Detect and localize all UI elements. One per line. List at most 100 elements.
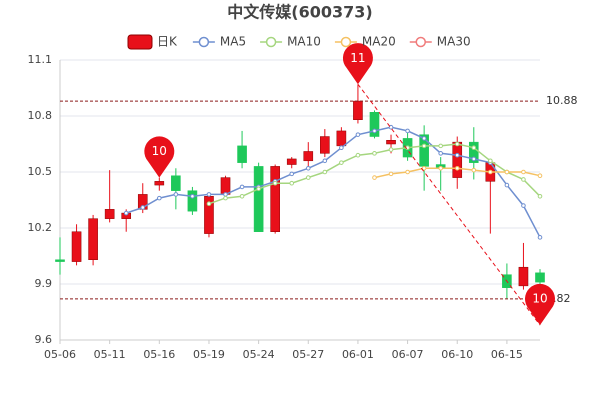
y-tick-label: 11.1 [28, 53, 53, 66]
ma-point [289, 180, 295, 186]
x-tick-label: 05-24 [243, 348, 275, 361]
candle-body [369, 112, 380, 137]
ma-point [372, 175, 377, 180]
x-tick-label: 06-01 [342, 348, 374, 361]
ma-point [521, 169, 526, 175]
ma-point [537, 193, 543, 199]
ma-point [272, 180, 278, 186]
ma-point [471, 156, 477, 162]
candle-body [71, 231, 82, 262]
ma-point [339, 160, 344, 165]
legend-label: MA30 [437, 35, 471, 49]
chart-title: 中文传媒(600373) [227, 3, 372, 22]
candle-body [253, 166, 264, 232]
ma-point [488, 169, 493, 175]
ma-point [454, 141, 460, 147]
x-tick-label: 05-16 [143, 348, 175, 361]
x-tick-label: 05-27 [292, 348, 324, 361]
candle-body [88, 218, 98, 260]
ma-point [173, 192, 179, 197]
y-tick-label: 10.2 [28, 221, 53, 234]
ma-point [438, 165, 443, 171]
reference-label: 10.88 [546, 94, 578, 107]
x-tick-label: 05-06 [44, 348, 76, 361]
candle-body [320, 136, 330, 154]
ma-point [206, 192, 212, 197]
candle-body [535, 272, 545, 283]
y-tick-label: 10.8 [28, 109, 53, 122]
ma-point [239, 193, 245, 199]
legend-swatch [127, 34, 153, 50]
ma-point [471, 145, 477, 151]
legend-label: 日K [157, 35, 178, 49]
pin-label: 10 [532, 292, 547, 306]
legend-label: MA20 [362, 35, 396, 49]
ma-point [355, 152, 361, 158]
ma-point [140, 205, 146, 210]
ma-point [421, 136, 427, 141]
ma-point [504, 182, 510, 188]
x-tick-label: 05-11 [94, 348, 126, 361]
ma-point [421, 165, 427, 171]
candle-body [187, 190, 198, 212]
y-tick-label: 9.6 [35, 333, 53, 346]
legend-label: MA10 [287, 35, 321, 49]
candle-body [468, 141, 479, 163]
candle-body [286, 158, 297, 165]
candle-body [220, 177, 231, 195]
ma-point [322, 158, 328, 164]
ma-point [521, 177, 526, 182]
ma-point [454, 165, 460, 171]
candle-body [154, 181, 165, 186]
ma-point [438, 143, 443, 149]
ma-point [537, 235, 543, 240]
candle-body [55, 259, 65, 262]
ma-point [355, 132, 361, 137]
ma-point [223, 195, 228, 201]
ma-point [239, 184, 245, 190]
trend-line [357, 83, 541, 326]
x-tick-label: 06-10 [441, 348, 473, 361]
ma-point [372, 151, 377, 156]
candle-body [386, 140, 396, 145]
ma-point [305, 165, 311, 171]
candle-body [303, 151, 314, 162]
candle-body [336, 130, 347, 147]
candle-body [171, 175, 181, 191]
candle-body [104, 209, 115, 219]
candle-body [353, 100, 363, 120]
ma-point [521, 203, 526, 208]
ma-point [504, 169, 510, 175]
ma-line [125, 126, 541, 238]
legend-swatch [198, 36, 210, 48]
candle-body [270, 166, 280, 232]
ma-point [206, 201, 212, 207]
x-tick-label: 06-07 [392, 348, 424, 361]
ma-point [322, 169, 328, 175]
ma-point [438, 151, 443, 156]
candle-body [452, 141, 463, 178]
ma-point [289, 171, 295, 177]
pin [342, 43, 373, 85]
ma-point [157, 195, 162, 201]
ma-point [339, 145, 344, 151]
ma-point [190, 193, 195, 199]
ma-point [388, 147, 394, 152]
ma-point [256, 186, 261, 192]
legend-swatch [340, 36, 352, 48]
pin-label: 11 [350, 51, 365, 65]
legend-label: MA5 [220, 35, 246, 49]
pin-label: 10 [152, 144, 167, 158]
pin [525, 283, 555, 326]
y-tick-label: 9.9 [35, 277, 53, 290]
candle-body [237, 145, 247, 163]
candle-body [518, 266, 529, 287]
legend-swatch [415, 36, 427, 48]
ma-point [305, 175, 311, 180]
ma-point [537, 173, 543, 179]
ma-point [405, 169, 410, 175]
pin [144, 136, 175, 178]
ma-point [488, 158, 493, 164]
legend-swatch [265, 36, 277, 48]
